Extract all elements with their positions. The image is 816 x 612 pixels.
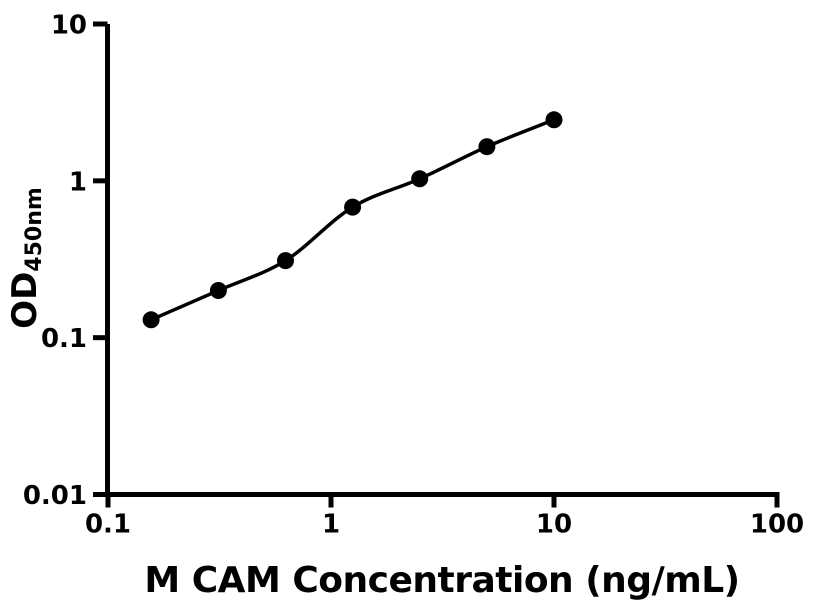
- y-tick-label: 0.01: [23, 481, 87, 511]
- x-tick-label: 100: [750, 510, 804, 540]
- data-point: [478, 138, 496, 156]
- data-point: [344, 198, 362, 216]
- x-tick-label: 1: [322, 510, 340, 540]
- y-tick-label: 1: [69, 167, 87, 197]
- y-axis-title-main: OD: [5, 272, 45, 329]
- y-tick-label: 10: [51, 11, 87, 41]
- x-tick-label: 0.1: [85, 510, 131, 540]
- y-axis-title-subscript: 450nm: [22, 187, 47, 272]
- data-point: [277, 252, 294, 270]
- y-axis-title: OD450nm: [5, 187, 47, 329]
- data-point: [545, 111, 563, 129]
- data-point: [411, 170, 429, 188]
- x-tick-label: 10: [536, 510, 572, 540]
- data-point: [142, 311, 160, 329]
- x-axis-title: M CAM Concentration (ng/mL): [144, 560, 739, 601]
- data-point: [209, 282, 227, 299]
- y-tick-label: 0.1: [41, 324, 87, 354]
